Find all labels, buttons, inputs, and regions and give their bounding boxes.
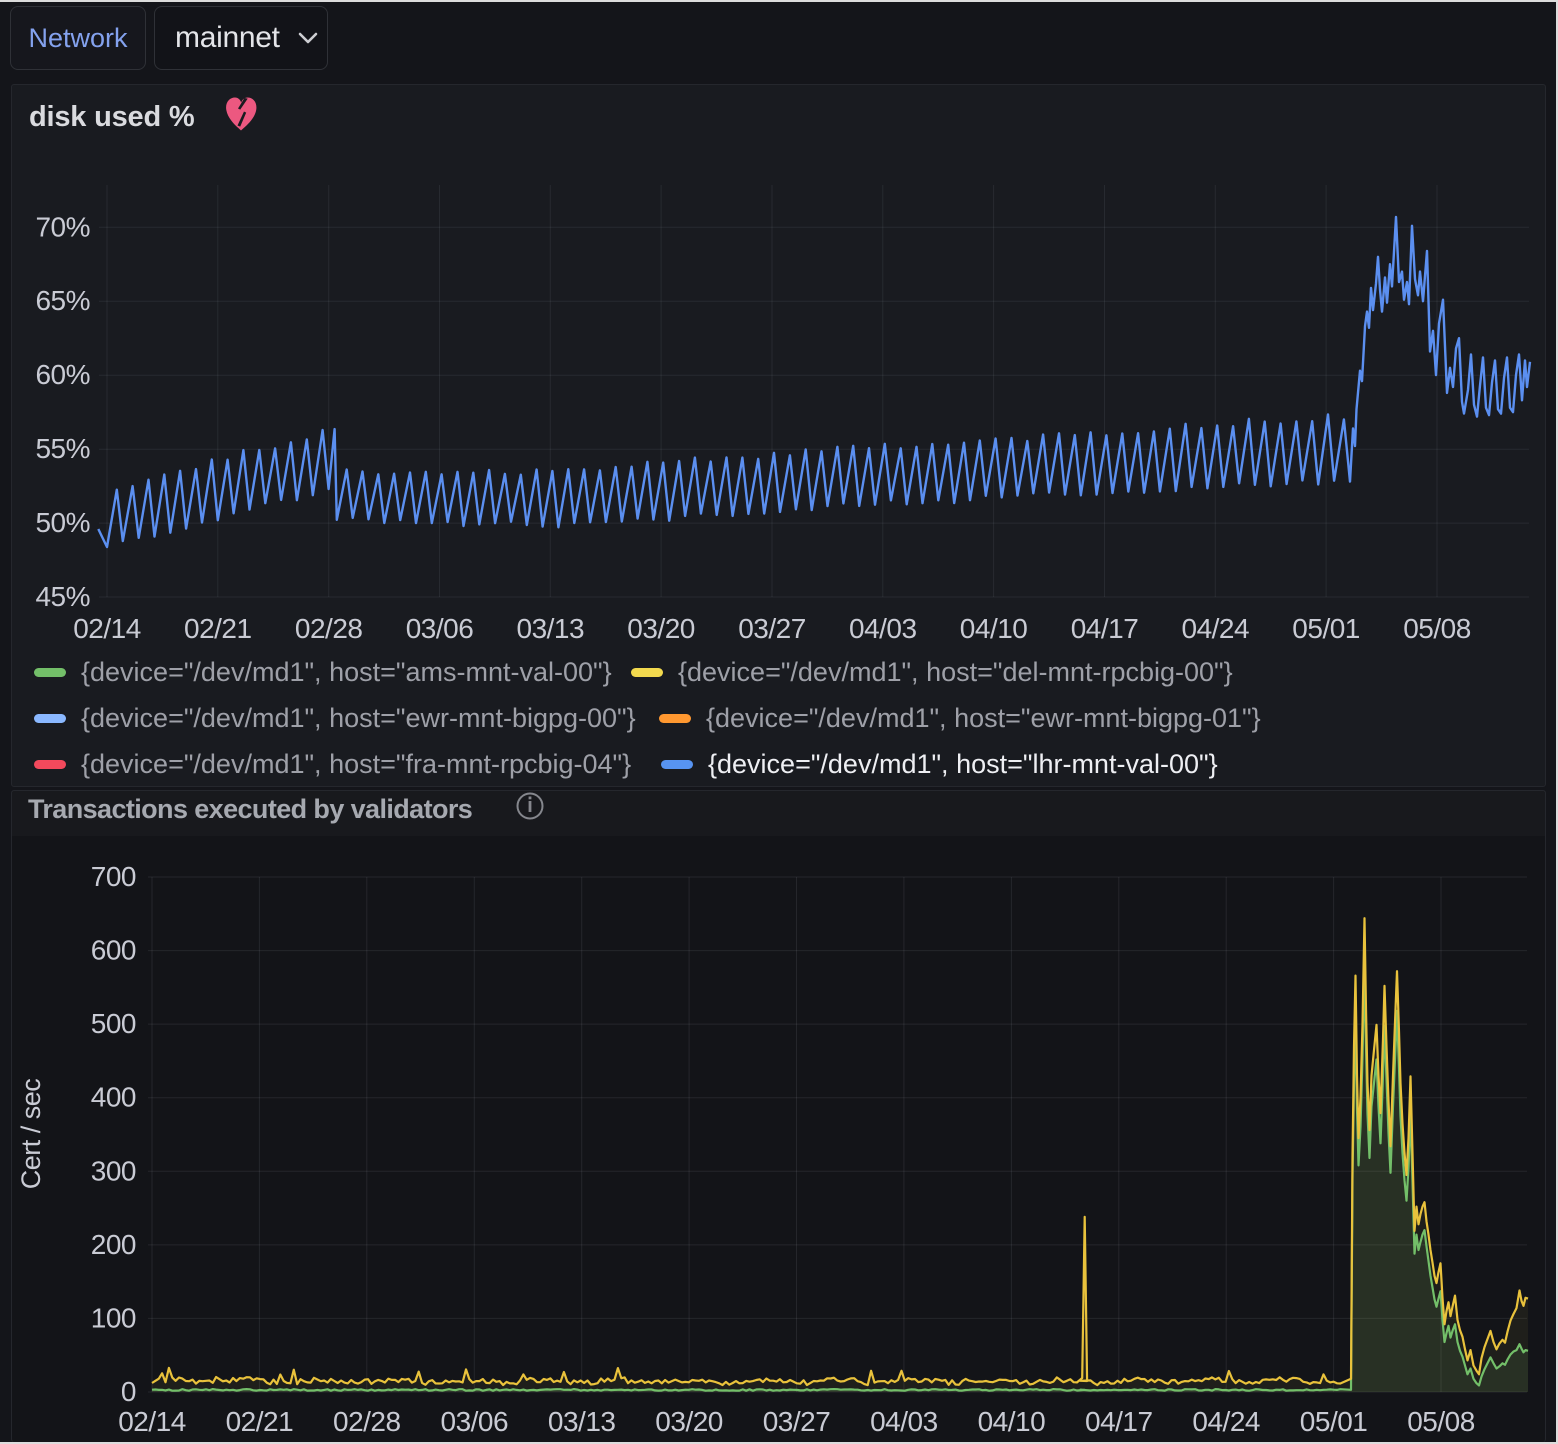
svg-text:04/24: 04/24 <box>1182 613 1250 644</box>
svg-text:02/14: 02/14 <box>118 1406 186 1437</box>
svg-text:05/01: 05/01 <box>1300 1406 1368 1437</box>
svg-text:50%: 50% <box>35 507 90 538</box>
svg-text:03/13: 03/13 <box>517 613 585 644</box>
svg-text:100: 100 <box>91 1302 136 1333</box>
svg-text:03/20: 03/20 <box>655 1406 723 1437</box>
svg-text:05/08: 05/08 <box>1407 1406 1475 1437</box>
svg-text:Cert / sec: Cert / sec <box>16 1079 46 1190</box>
svg-text:02/28: 02/28 <box>333 1406 401 1437</box>
svg-text:04/17: 04/17 <box>1085 1406 1153 1437</box>
svg-text:02/14: 02/14 <box>73 613 141 644</box>
svg-text:60%: 60% <box>35 359 90 390</box>
svg-text:04/10: 04/10 <box>960 613 1028 644</box>
svg-text:70%: 70% <box>35 211 90 242</box>
svg-text:04/03: 04/03 <box>849 613 917 644</box>
svg-text:02/28: 02/28 <box>295 613 363 644</box>
svg-text:03/27: 03/27 <box>738 613 806 644</box>
svg-text:45%: 45% <box>35 581 90 612</box>
svg-text:400: 400 <box>91 1082 136 1113</box>
svg-text:0: 0 <box>121 1376 136 1407</box>
svg-text:55%: 55% <box>35 433 90 464</box>
svg-text:65%: 65% <box>35 285 90 316</box>
svg-text:02/21: 02/21 <box>184 613 252 644</box>
svg-text:04/03: 04/03 <box>870 1406 938 1437</box>
svg-text:05/01: 05/01 <box>1292 613 1360 644</box>
svg-text:03/13: 03/13 <box>548 1406 616 1437</box>
svg-text:500: 500 <box>91 1008 136 1039</box>
svg-text:05/08: 05/08 <box>1403 613 1471 644</box>
svg-text:04/17: 04/17 <box>1071 613 1139 644</box>
svg-text:03/06: 03/06 <box>441 1406 509 1437</box>
svg-text:02/21: 02/21 <box>226 1406 294 1437</box>
svg-text:600: 600 <box>91 935 136 966</box>
svg-text:04/24: 04/24 <box>1192 1406 1260 1437</box>
svg-text:03/20: 03/20 <box>627 613 695 644</box>
svg-text:03/27: 03/27 <box>763 1406 831 1437</box>
svg-text:04/10: 04/10 <box>978 1406 1046 1437</box>
svg-text:700: 700 <box>91 861 136 892</box>
svg-text:03/06: 03/06 <box>406 613 474 644</box>
svg-text:200: 200 <box>91 1229 136 1260</box>
svg-text:300: 300 <box>91 1155 136 1186</box>
